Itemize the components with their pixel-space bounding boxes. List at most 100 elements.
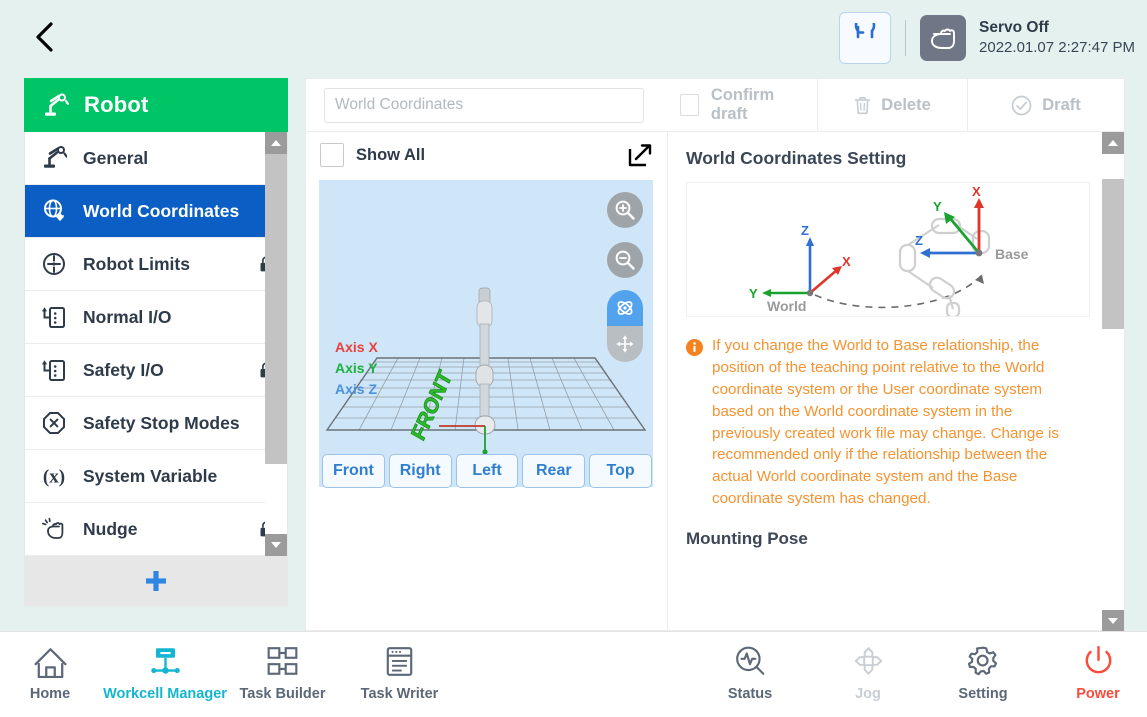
svg-text:Y: Y xyxy=(933,199,942,214)
hand-nudge-icon xyxy=(41,517,64,539)
view-mode-toggle[interactable] xyxy=(607,290,643,362)
status-scope-icon xyxy=(735,646,764,675)
limits-circle-icon xyxy=(43,253,65,275)
sidebar-item-normal-i-o[interactable]: Normal I/O xyxy=(25,291,287,344)
sidebar-scroll-down-button[interactable] xyxy=(265,534,287,556)
nav-item-task-builder[interactable]: Task Builder xyxy=(225,642,340,710)
confirm-draft-label: Confirm draft xyxy=(710,86,775,123)
view-button-rear[interactable]: Rear xyxy=(522,454,586,488)
sidebar-item-label: Normal I/O xyxy=(83,306,172,327)
nav-item-jog[interactable]: Jog xyxy=(818,642,918,710)
nav-item-power[interactable]: Power xyxy=(1048,642,1147,710)
stop-octagon-icon xyxy=(39,410,69,436)
robot-3d-canvas[interactable]: FRONT Axis X Axis Y Axis Z xyxy=(319,180,653,487)
sidebar-item-label: Nudge xyxy=(83,518,138,539)
nav-item-label: Status xyxy=(727,686,773,702)
sidebar-scroll-up-button[interactable] xyxy=(265,132,287,154)
sidebar-item-robot-limits[interactable]: Robot Limits xyxy=(25,238,287,291)
nav-item-home[interactable]: Home xyxy=(0,642,100,710)
servo-status-label: Servo Off xyxy=(979,19,1049,37)
svg-text:X: X xyxy=(972,184,981,199)
axis-label-group: Axis X Axis Y Axis Z xyxy=(335,337,378,400)
sidebar-header: Robot xyxy=(24,78,288,132)
variable-x-icon: (x) xyxy=(39,463,69,489)
sidebar-item-label: System Variable xyxy=(83,465,218,486)
add-item-button[interactable] xyxy=(24,556,288,606)
reset-button[interactable] xyxy=(839,12,892,64)
content-card: Confirm draft Delete Draft xyxy=(305,78,1125,632)
view-button-front[interactable]: Front xyxy=(322,454,385,488)
zoom-in-button[interactable] xyxy=(607,192,643,228)
sidebar-scrollbar[interactable] xyxy=(265,132,287,556)
svg-text:X: X xyxy=(842,254,851,269)
sidebar-item-label: Safety I/O xyxy=(83,359,164,380)
svg-text:Z: Z xyxy=(801,223,809,238)
nav-item-task-writer[interactable]: Task Writer xyxy=(342,642,457,710)
view-button-right[interactable]: Right xyxy=(388,454,452,488)
view-button-left[interactable]: Left xyxy=(455,454,519,488)
view-button-top[interactable]: Top xyxy=(589,454,652,488)
settings-scrollbar[interactable] xyxy=(1102,132,1124,632)
sidebar-scrollbar-thumb[interactable] xyxy=(265,154,287,464)
nav-item-workcell-manager[interactable]: Workcell Manager xyxy=(100,642,230,710)
delete-button[interactable]: Delete xyxy=(817,79,967,131)
settings-title: World Coordinates Setting xyxy=(686,148,907,168)
nav-item-label: Setting xyxy=(958,686,1008,702)
sidebar-item-label: World Coordinates xyxy=(83,200,240,221)
draft-label: Draft xyxy=(1042,95,1081,114)
teach-mode-indicator[interactable] xyxy=(920,15,967,61)
task-builder-icon xyxy=(266,642,299,680)
top-bar: Servo Off 2022.01.07 2:27:47 PM xyxy=(0,0,1147,75)
expand-arrow-icon xyxy=(628,144,652,167)
zoom-out-button[interactable] xyxy=(607,242,643,278)
show-all-checkbox[interactable] xyxy=(320,143,344,167)
nav-item-status[interactable]: Status xyxy=(700,642,800,710)
globe-axis-icon xyxy=(39,198,69,224)
task-writer-icon xyxy=(383,642,416,680)
check-circle-icon xyxy=(1011,95,1032,115)
sidebar-item-label: Safety Stop Modes xyxy=(83,412,240,433)
confirm-draft-checkbox[interactable] xyxy=(680,94,699,116)
pan-mode-button[interactable] xyxy=(607,326,643,362)
pan-mode-icon xyxy=(616,335,634,353)
confirm-draft-control[interactable]: Confirm draft xyxy=(662,79,817,131)
draft-button[interactable]: Draft xyxy=(967,79,1124,131)
settings-scroll-up-button[interactable] xyxy=(1102,132,1124,154)
robot-arm-icon xyxy=(44,146,67,168)
gear-icon xyxy=(967,642,1000,680)
content-toolbar: Confirm draft Delete Draft xyxy=(306,79,1124,132)
chevron-left-icon xyxy=(36,22,53,52)
back-button[interactable] xyxy=(22,14,68,60)
nav-item-label: Jog xyxy=(855,686,881,702)
expand-viewport-button[interactable] xyxy=(627,142,653,168)
coordinate-name-input[interactable] xyxy=(324,87,644,123)
sidebar-item-general[interactable]: General xyxy=(25,132,287,185)
jog-arrows-icon xyxy=(852,642,885,680)
svg-text:Y: Y xyxy=(749,286,758,301)
settings-scroll-down-button[interactable] xyxy=(1102,610,1124,632)
viewport-pane: Show All xyxy=(306,132,668,632)
task-writer-icon xyxy=(386,646,413,676)
sidebar-item-nudge[interactable]: Nudge xyxy=(25,503,287,556)
nav-item-label: Task Builder xyxy=(239,686,326,702)
robot-3d-scene: FRONT xyxy=(325,287,647,455)
axis-x-label: Axis X xyxy=(335,339,378,355)
settings-scrollbar-thumb[interactable] xyxy=(1102,179,1124,329)
hand-teach-icon xyxy=(931,28,955,49)
io-port-icon xyxy=(39,304,69,330)
jog-arrows-icon xyxy=(854,646,882,675)
hand-nudge-icon xyxy=(39,516,69,542)
nav-item-setting[interactable]: Setting xyxy=(933,642,1033,710)
divider xyxy=(905,20,907,56)
sidebar-item-world-coordinates[interactable]: World Coordinates xyxy=(25,185,287,238)
rotate-mode-button[interactable] xyxy=(607,290,643,326)
sidebar-item-safety-stop-modes[interactable]: Safety Stop Modes xyxy=(25,397,287,450)
io-port-icon xyxy=(39,357,69,383)
sidebar-item-system-variable[interactable]: (x) System Variable xyxy=(25,450,287,503)
show-all-label: Show All xyxy=(356,145,426,164)
zoom-out-icon xyxy=(615,250,635,270)
sidebar-item-safety-i-o[interactable]: Safety I/O xyxy=(25,344,287,397)
axis-y-label: Axis Y xyxy=(335,360,378,376)
power-icon xyxy=(1085,645,1111,673)
sidebar-item-label: Robot Limits xyxy=(83,253,190,274)
